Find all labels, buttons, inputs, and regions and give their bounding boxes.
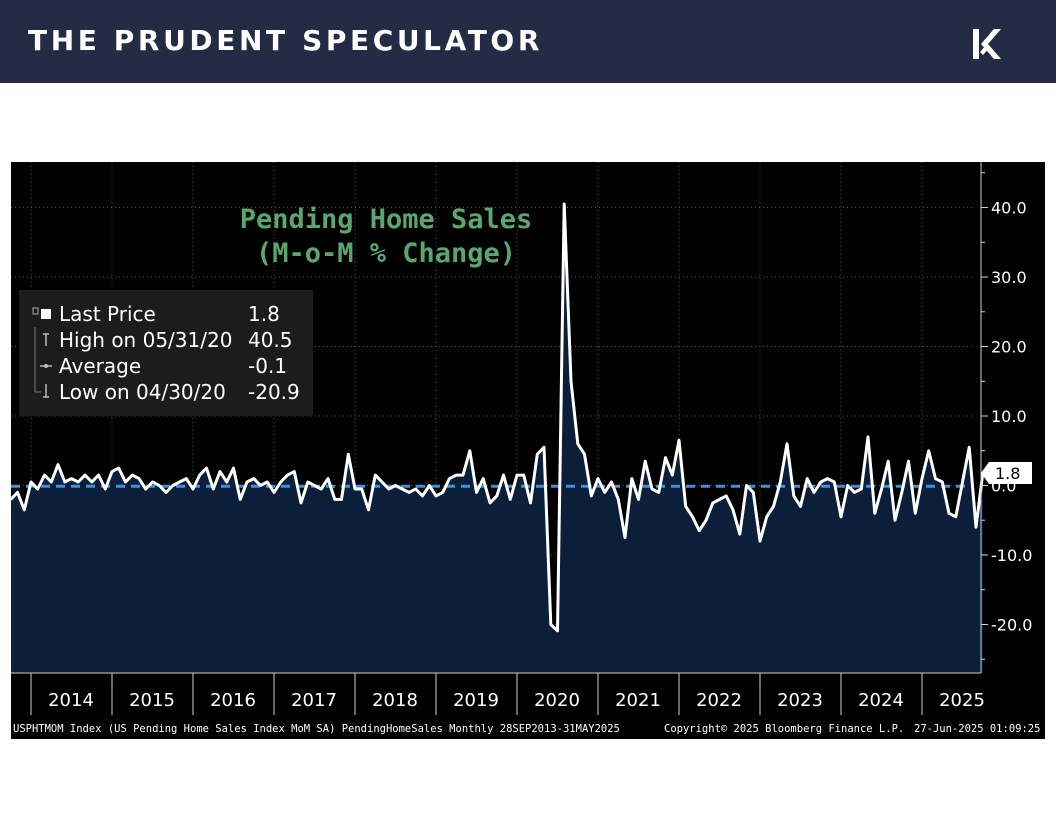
chart-legend: Last Price 1.8 High on 05/31/20 40.5 Ave… xyxy=(19,290,313,416)
legend-value: -0.1 xyxy=(248,354,288,378)
y-tick-label: 30.0 xyxy=(991,268,1027,287)
y-tick-label: -10.0 xyxy=(991,546,1032,565)
x-tick-label: 2016 xyxy=(210,690,256,711)
legend-label: Average xyxy=(59,354,142,378)
x-tick-label: 2025 xyxy=(939,690,985,711)
y-tick-label: 40.0 xyxy=(991,199,1027,218)
y-tick-label: 10.0 xyxy=(991,407,1027,426)
x-tick-label: 2024 xyxy=(858,690,904,711)
top-banner: THE PRUDENT SPECULATOR xyxy=(0,0,1056,83)
x-tick-label: 2022 xyxy=(696,690,742,711)
legend-row-high: High on 05/31/20 40.5 xyxy=(19,327,313,353)
legend-label: High on 05/31/20 xyxy=(59,328,233,352)
legend-value: 1.8 xyxy=(248,302,280,326)
legend-value: 40.5 xyxy=(248,328,293,352)
x-tick-label: 2014 xyxy=(48,690,94,711)
footer-source: USPHTMOM Index (US Pending Home Sales In… xyxy=(13,723,620,735)
legend-label: Low on 04/30/20 xyxy=(59,380,226,404)
high-marker-icon xyxy=(31,327,59,353)
x-tick-label: 2015 xyxy=(129,690,175,711)
x-tick-label: 2017 xyxy=(291,690,337,711)
footer-timestamp: 27-Jun-2025 01:09:25 xyxy=(914,723,1041,735)
x-tick-label: 2021 xyxy=(615,690,661,711)
chart-panel: -20.0 -10.0 0.0 10.0 20.0 30.0 40.0 1.8 2014 2015… xyxy=(11,162,1045,739)
series-line xyxy=(11,202,985,633)
brand-title: THE PRUDENT SPECULATOR xyxy=(28,24,543,57)
average-marker-icon xyxy=(31,353,59,379)
y-tick-label: 20.0 xyxy=(991,338,1027,357)
last-value-tag xyxy=(981,461,1032,484)
square-icon xyxy=(31,301,59,327)
low-marker-icon xyxy=(31,379,59,405)
legend-row-low: Low on 04/30/20 -20.9 xyxy=(19,379,313,405)
legend-value: -20.9 xyxy=(248,380,300,404)
x-tick-label: 2018 xyxy=(372,690,418,711)
legend-row-last-price: Last Price 1.8 xyxy=(19,301,313,327)
tps-chevron-logo-icon xyxy=(973,29,1001,59)
legend-row-average: Average -0.1 xyxy=(19,353,313,379)
legend-label: Last Price xyxy=(59,302,156,326)
chart-title: Pending Home Sales xyxy=(239,204,533,235)
series-area-fill xyxy=(11,204,983,673)
footer-copyright: Copyright© 2025 Bloomberg Finance L.P. xyxy=(664,723,905,735)
y-tick-label: -20.0 xyxy=(991,616,1032,635)
x-tick-label: 2020 xyxy=(534,690,580,711)
chart-subtitle: (M-o-M % Change) xyxy=(255,238,517,269)
x-tick-label: 2023 xyxy=(777,690,823,711)
x-tick-label: 2019 xyxy=(453,690,499,711)
last-value-label: 1.8 xyxy=(995,464,1020,483)
